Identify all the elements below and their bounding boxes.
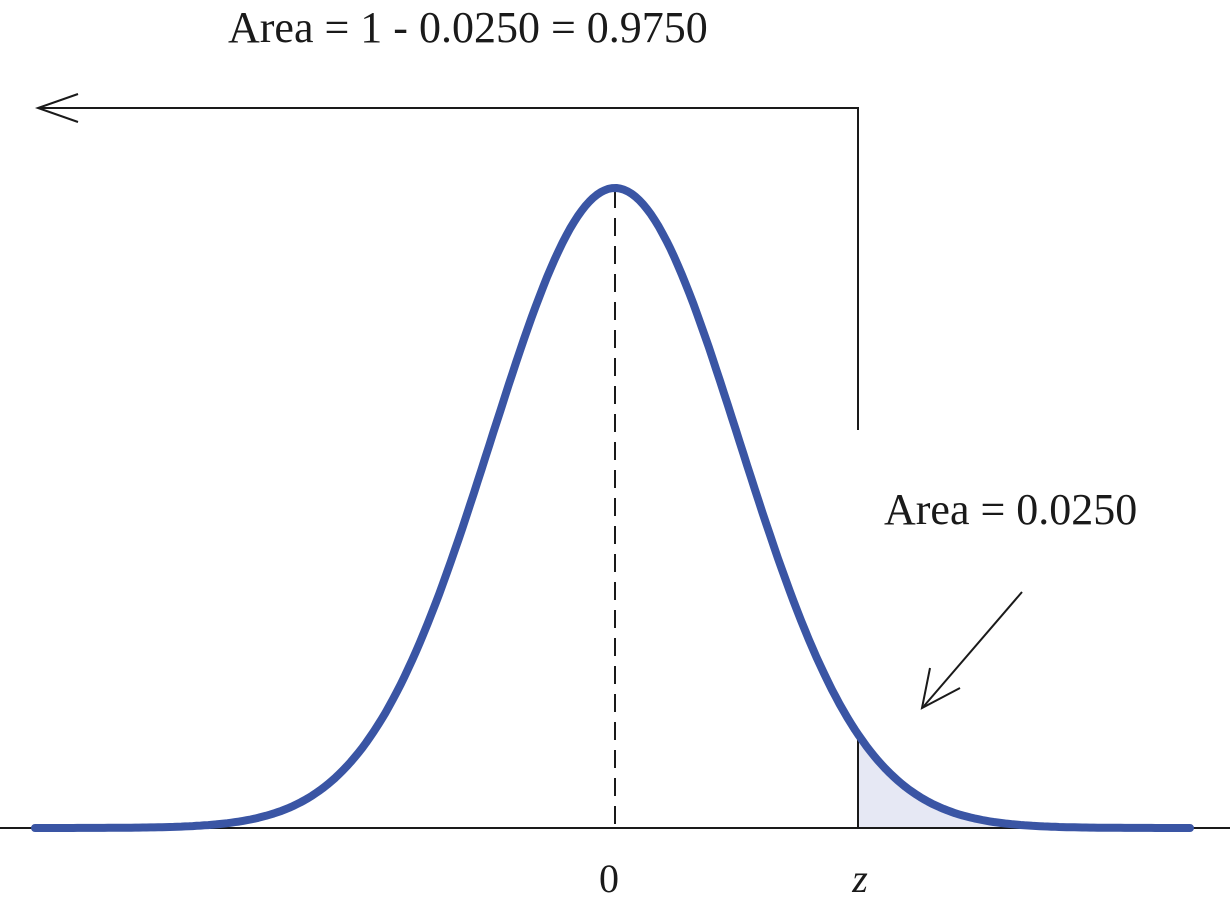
- upper-tail-shaded-area: [858, 734, 1190, 828]
- z-tick-label: z: [851, 856, 868, 901]
- left-area-bracket-arrow: [40, 107, 859, 430]
- left-area-label: Area = 1 - 0.0250 = 0.9750: [228, 3, 708, 52]
- right-area-label: Area = 0.0250: [884, 485, 1137, 534]
- normal-curve: [31, 184, 1194, 832]
- tail-pointer-arrowhead: [920, 667, 961, 710]
- left-arrowhead: [34, 93, 79, 123]
- mean-tick-label: 0: [599, 856, 619, 901]
- tail-pointer-arrow: [923, 591, 1023, 707]
